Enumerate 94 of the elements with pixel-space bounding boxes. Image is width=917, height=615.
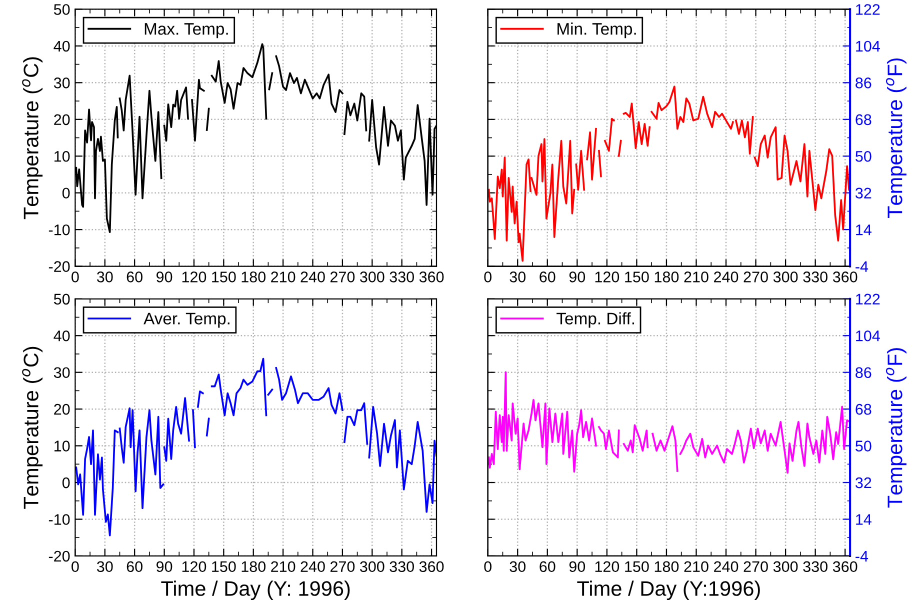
x-tick-label: 30 [510,272,526,282]
y2-tick-label: 122 [856,4,880,15]
x-tick-label: 270 [330,561,355,572]
y-tick-label: -20 [48,550,70,562]
x-tick-label: 210 [684,561,708,572]
y2-tick-label: 104 [856,40,880,52]
y2-tick-label: 50 [856,150,872,162]
x-tick-label: 180 [242,561,266,572]
legend-label: Temp. Diff. [556,312,634,328]
legend-label: Aver. Temp. [144,312,230,328]
x-axis-title: Time / Day (Y:1996) [577,580,760,600]
x-tick-label: 0 [72,272,79,282]
y2-tick-label: 86 [856,78,872,88]
y-tick-label: 40 [54,330,70,342]
y2-tick-label: -4 [856,550,868,562]
x-tick-label: 30 [96,561,113,572]
y2-axis-title: Temperature ($^{o}$F) [886,58,906,218]
legend-label: Max. Temp. [144,23,228,38]
x-tick-label: 120 [182,561,206,572]
x-tick-label: 210 [271,272,296,282]
x-tick-label: 180 [654,561,679,572]
y2-tick-label: 14 [856,224,872,236]
x-tick-label: 240 [300,272,325,282]
x-tick-label: 90 [569,272,586,282]
x-tick-label: 330 [803,561,828,572]
x-tick-label: 360 [832,561,858,572]
y-axis-title: Temperature ($^{o}$C) [22,346,43,509]
x-tick-label: 150 [212,561,236,572]
y-tick-label: 10 [54,440,70,452]
y-tick-label: 50 [54,294,70,305]
y2-tick-label: 68 [856,404,872,415]
y2-tick-label: 50 [856,440,872,452]
x-tick-label: 180 [242,272,266,282]
x-tick-label: 330 [390,272,414,282]
x-tick-label: 150 [625,561,649,572]
x-tick-label: 300 [773,561,798,572]
x-tick-label: 330 [803,272,828,282]
x-tick-label: 300 [360,561,384,572]
y-tick-label: 20 [54,114,70,126]
y2-tick-label: 32 [856,188,872,199]
y2-tick-label: 32 [856,477,872,488]
legend-label: Min. Temp. [558,22,636,38]
x-tick-label: 30 [96,272,113,282]
x-tick-label: 270 [330,272,355,282]
x-tick-label: 240 [300,561,325,572]
x-tick-label: 120 [595,272,620,282]
y2-tick-label: 14 [856,514,872,525]
x-tick-label: 360 [419,272,444,282]
x-tick-label: 360 [419,561,444,572]
x-tick-label: 120 [595,561,620,572]
x-tick-label: 150 [625,272,649,282]
x-tick-label: 90 [156,272,172,282]
y-tick-label: 0 [62,477,70,488]
x-tick-label: 150 [212,272,236,282]
x-tick-label: 240 [714,561,738,572]
x-tick-label: 240 [714,272,738,282]
y2-tick-label: 86 [856,367,872,378]
y-tick-label: 10 [54,150,70,162]
x-tick-label: 330 [390,561,414,572]
y-tick-label: -10 [48,224,70,236]
y2-axis-title: Temperature ($^{o}$F) [886,348,906,508]
x-tick-label: 300 [773,272,798,282]
x-tick-label: 180 [654,272,679,282]
x-tick-label: 210 [684,272,708,282]
x-tick-label: 270 [744,272,768,282]
y-tick-label: -20 [48,261,70,272]
x-tick-label: 90 [569,561,586,572]
x-tick-label: 60 [540,561,556,572]
y-axis-title: Temperature ($^{o}$C) [22,57,43,220]
x-tick-label: 90 [156,561,172,572]
x-tick-label: 300 [360,272,384,282]
y-tick-label: 30 [54,367,70,378]
x-tick-label: 210 [271,561,296,572]
y-tick-label: 0 [62,188,70,199]
y2-tick-label: 122 [856,294,880,304]
x-tick-label: 30 [510,561,526,572]
y2-tick-label: -4 [856,261,868,272]
y2-tick-label: 104 [856,330,880,342]
y-tick-label: 20 [54,404,70,415]
x-tick-label: 60 [126,272,142,282]
x-tick-label: 120 [182,272,206,282]
y2-tick-label: 68 [856,114,872,126]
x-tick-label: 360 [832,272,858,282]
y-tick-label: 50 [54,4,70,15]
x-axis-title: Time / Day (Y: 1996) [161,580,350,600]
x-tick-label: 0 [484,561,492,572]
x-tick-label: 60 [126,561,142,572]
y-tick-label: 40 [54,40,70,52]
x-tick-label: 270 [744,561,768,572]
x-tick-label: 60 [540,272,556,282]
x-tick-label: 0 [72,561,79,572]
x-tick-label: 0 [484,272,492,282]
y-tick-label: 30 [54,78,70,88]
y-tick-label: -10 [48,514,70,525]
